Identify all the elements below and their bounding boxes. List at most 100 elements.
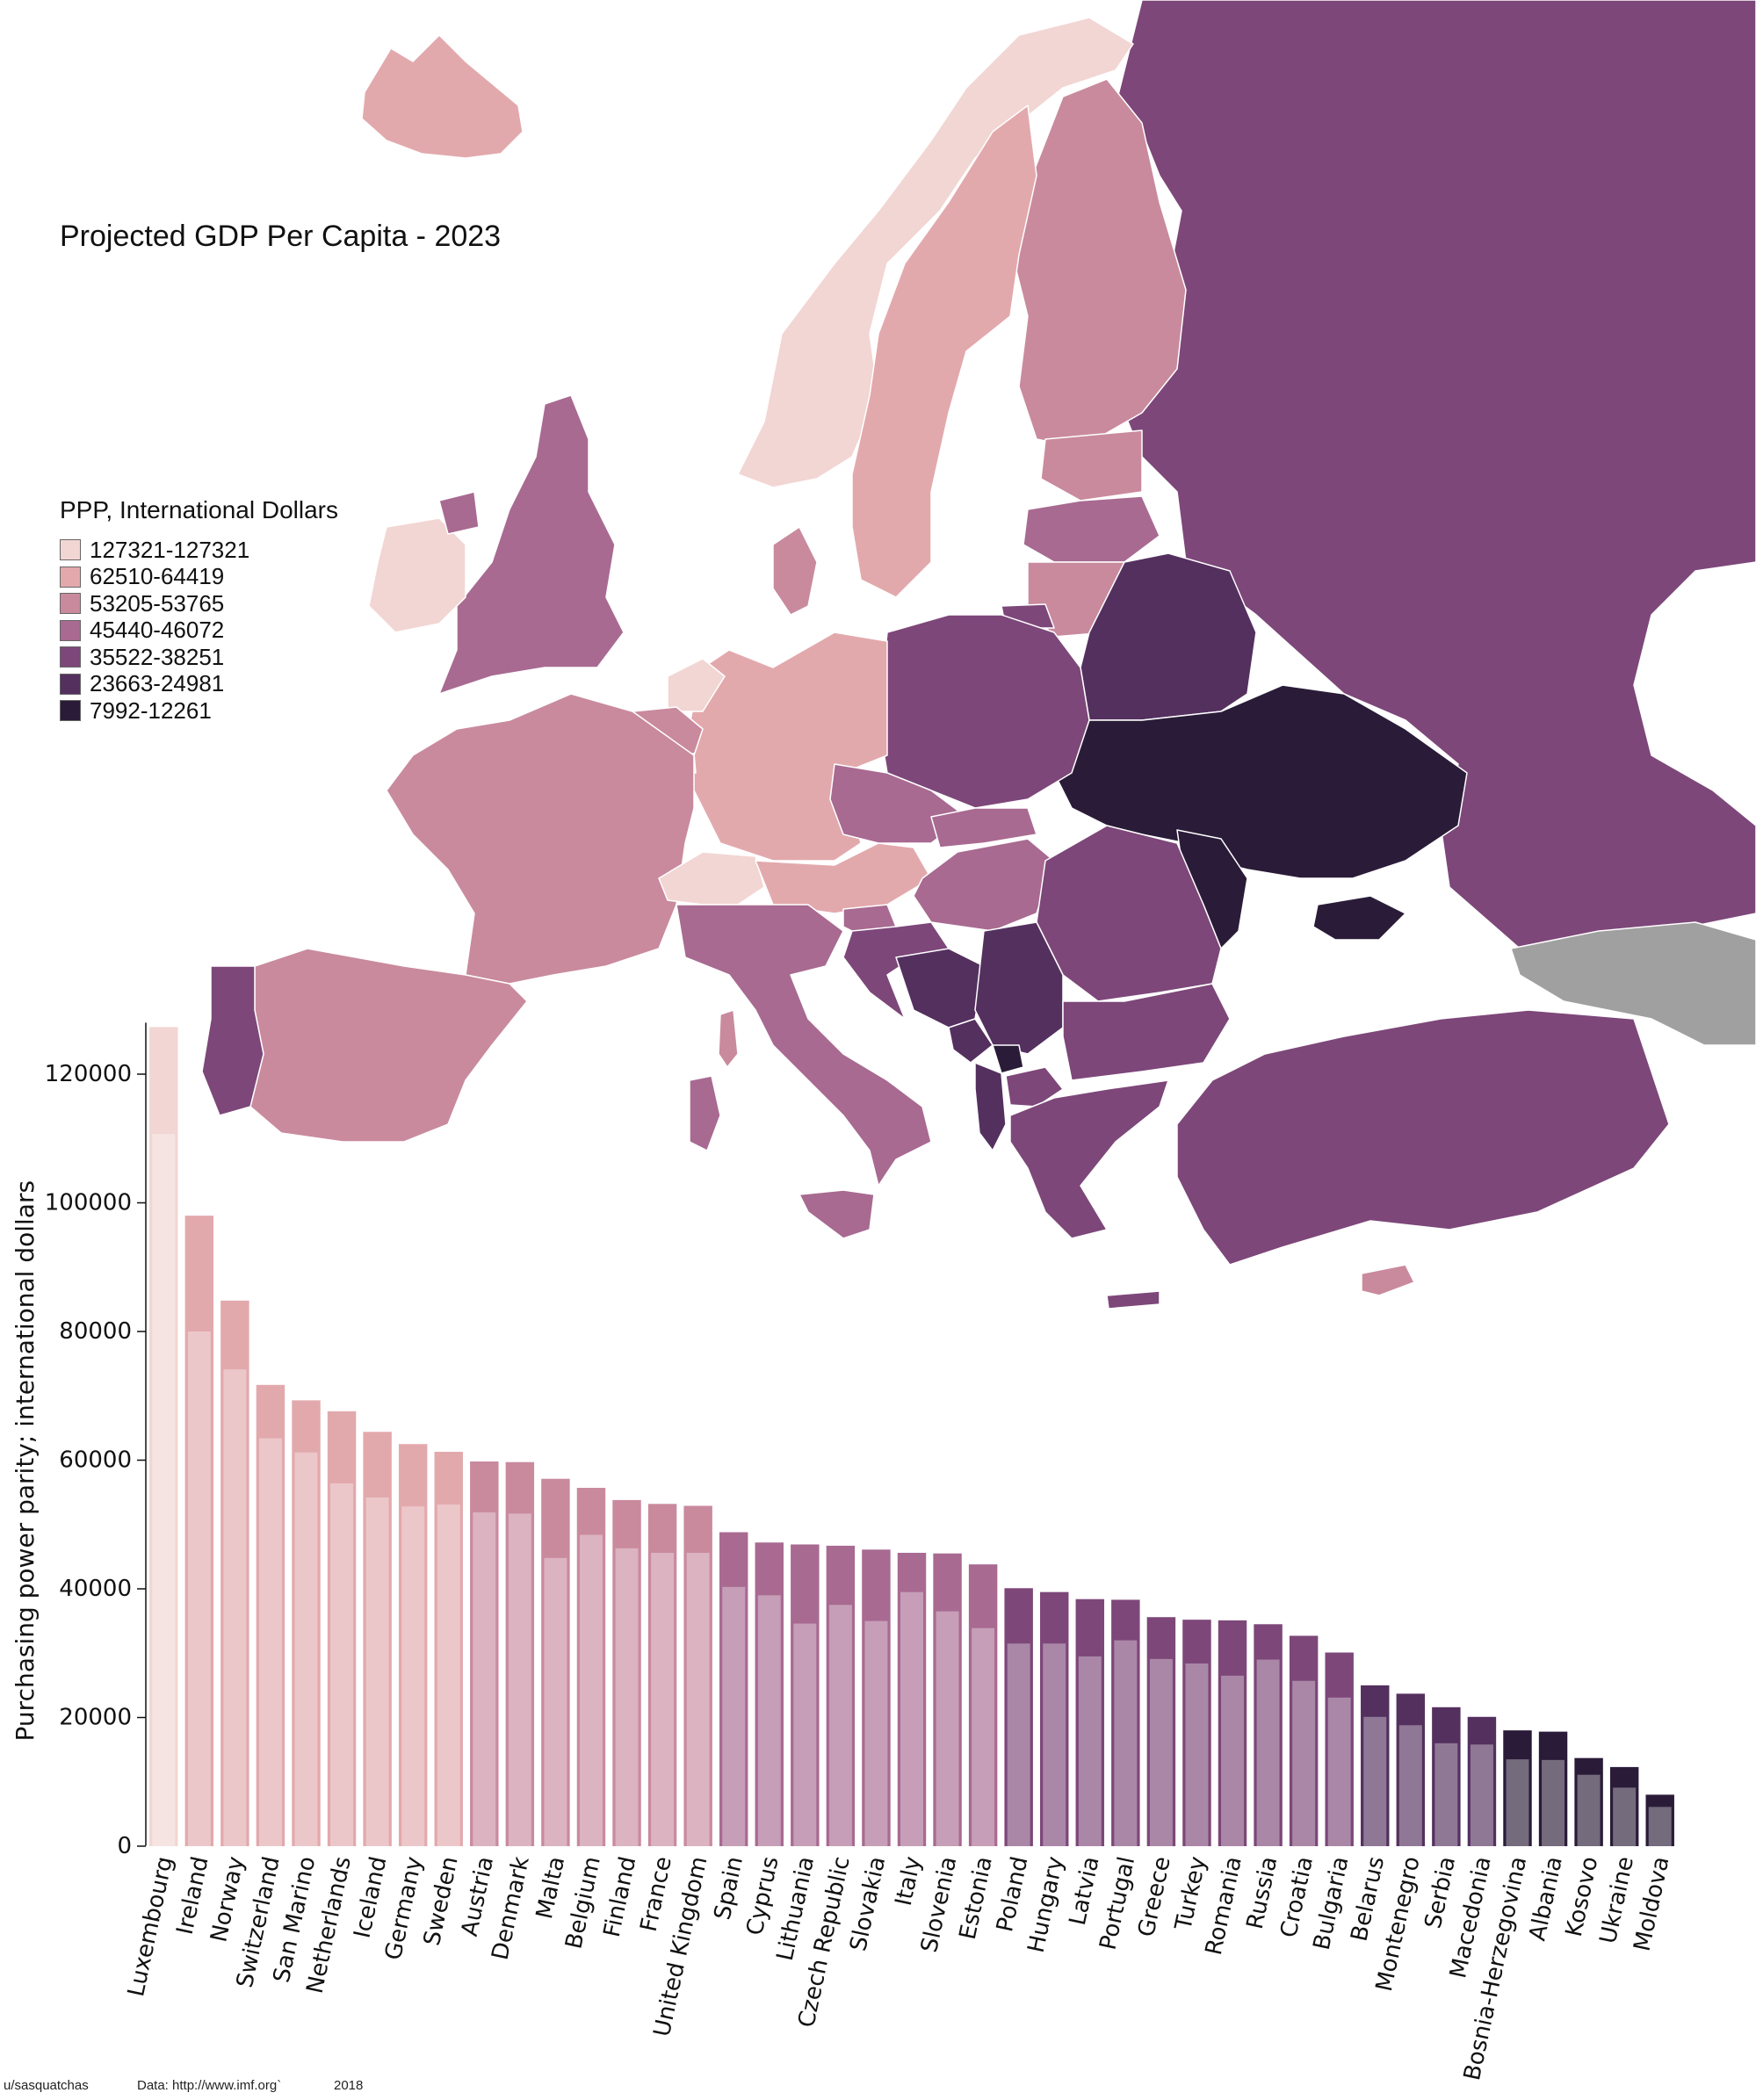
bar-inner xyxy=(1363,1716,1387,1846)
x-tick-label: France xyxy=(636,1854,677,1934)
bar-inner xyxy=(152,1134,176,1846)
bar xyxy=(968,1564,998,1846)
europe-map xyxy=(201,0,1756,1310)
bar xyxy=(1254,1624,1283,1846)
bar-inner xyxy=(1149,1658,1173,1846)
map-legend: PPP, International Dollars 127321-127321… xyxy=(60,496,338,725)
country-caucasus xyxy=(1510,921,1756,1046)
bar-inner xyxy=(1327,1697,1351,1846)
legend-swatch xyxy=(60,700,81,722)
bar-inner xyxy=(330,1483,354,1846)
bar-inner xyxy=(1078,1656,1102,1846)
country-netherlands xyxy=(667,658,726,712)
bar-inner xyxy=(1398,1725,1422,1846)
country-bulgaria xyxy=(1062,983,1231,1081)
bar-inner xyxy=(757,1595,781,1846)
bar-inner xyxy=(972,1627,995,1846)
bar-inner xyxy=(258,1438,282,1846)
bar xyxy=(184,1216,214,1846)
x-tick-label: Italy xyxy=(891,1854,927,1908)
legend-item: 127321-127321 xyxy=(60,537,338,564)
bar xyxy=(1645,1794,1674,1846)
x-tick-label: Ireland xyxy=(172,1854,214,1937)
legend-label: 45440-46072 xyxy=(90,617,225,644)
x-tick-label: Latvia xyxy=(1065,1854,1105,1928)
legend-swatch xyxy=(60,673,81,695)
bar-inner xyxy=(508,1513,531,1846)
legend-label: 62510-64419 xyxy=(90,563,225,590)
bar-inner xyxy=(936,1611,959,1846)
y-tick-label: 60000 xyxy=(59,1447,132,1474)
bar xyxy=(398,1444,428,1846)
footer-year: 2018 xyxy=(334,2078,364,2093)
bar xyxy=(1538,1731,1568,1846)
bar xyxy=(1218,1620,1247,1846)
bar-inner xyxy=(1434,1743,1458,1846)
bar xyxy=(791,1544,820,1846)
y-axis-title: Purchasing power parity; international d… xyxy=(11,1180,40,1742)
bar-inner xyxy=(864,1620,888,1846)
country-iceland xyxy=(361,34,524,159)
bar xyxy=(1146,1617,1176,1846)
country-hungary xyxy=(913,838,1055,932)
legend-swatch xyxy=(60,593,81,615)
bar-inner xyxy=(294,1452,318,1846)
x-tick-label: Malta xyxy=(531,1854,570,1921)
x-tick-label: Austria xyxy=(457,1854,499,1938)
bar xyxy=(1396,1693,1426,1846)
bar-inner xyxy=(793,1623,817,1846)
x-tick-label: Luxembourg xyxy=(123,1854,178,1999)
bar xyxy=(363,1432,392,1846)
legend-label: 7992-12261 xyxy=(90,696,212,724)
country-latvia xyxy=(1023,495,1160,563)
bar xyxy=(256,1384,285,1846)
legend-title: PPP, International Dollars xyxy=(60,496,338,523)
bar xyxy=(541,1478,570,1846)
bar xyxy=(897,1552,927,1846)
x-tick-label: Greece xyxy=(1133,1854,1176,1939)
bar xyxy=(933,1553,962,1846)
bar xyxy=(470,1461,499,1846)
legend-item: 23663-24981 xyxy=(60,670,338,698)
legend-label: 53205-53765 xyxy=(90,589,225,617)
country-portugal xyxy=(201,965,264,1116)
country-northern-ireland xyxy=(438,491,480,535)
country-sweden xyxy=(851,105,1037,598)
country-albania xyxy=(974,1062,1007,1151)
country-estonia xyxy=(1040,429,1143,502)
legend-item: 53205-53765 xyxy=(60,590,338,617)
y-tick-label: 120000 xyxy=(45,1061,132,1087)
bar xyxy=(1467,1716,1497,1846)
x-tick-label: Turkey xyxy=(1170,1854,1211,1933)
bar xyxy=(505,1461,535,1846)
country-france xyxy=(386,693,695,985)
legend-swatch xyxy=(60,566,81,588)
country-czech xyxy=(829,763,967,844)
bar-inner xyxy=(1007,1643,1030,1846)
bar xyxy=(576,1487,606,1846)
bar-inner xyxy=(579,1534,603,1846)
bar-inner xyxy=(1292,1680,1316,1846)
bar-inner xyxy=(828,1605,852,1846)
bar xyxy=(292,1400,321,1846)
country-serbia xyxy=(974,921,1064,1055)
bar-inner xyxy=(401,1506,425,1846)
country-montenegro xyxy=(948,1018,994,1064)
bar-inner xyxy=(1577,1774,1601,1846)
legend-item: 62510-64419 xyxy=(60,563,338,591)
bar xyxy=(220,1300,249,1846)
country-macedonia xyxy=(1005,1066,1064,1108)
footer: u/sasquatchas Data: http://www.imf.org` … xyxy=(0,2078,1756,2096)
bar-inner xyxy=(437,1505,460,1846)
bar xyxy=(1004,1588,1033,1846)
bar xyxy=(1432,1707,1461,1846)
country-sicily xyxy=(799,1189,875,1239)
bar-inner xyxy=(1470,1744,1493,1846)
bar-inner xyxy=(187,1331,211,1846)
bar xyxy=(683,1505,712,1846)
bar xyxy=(719,1532,748,1846)
bar-inner xyxy=(1043,1643,1066,1846)
y-tick-label: 40000 xyxy=(59,1576,132,1602)
bar-inner xyxy=(1648,1807,1672,1846)
